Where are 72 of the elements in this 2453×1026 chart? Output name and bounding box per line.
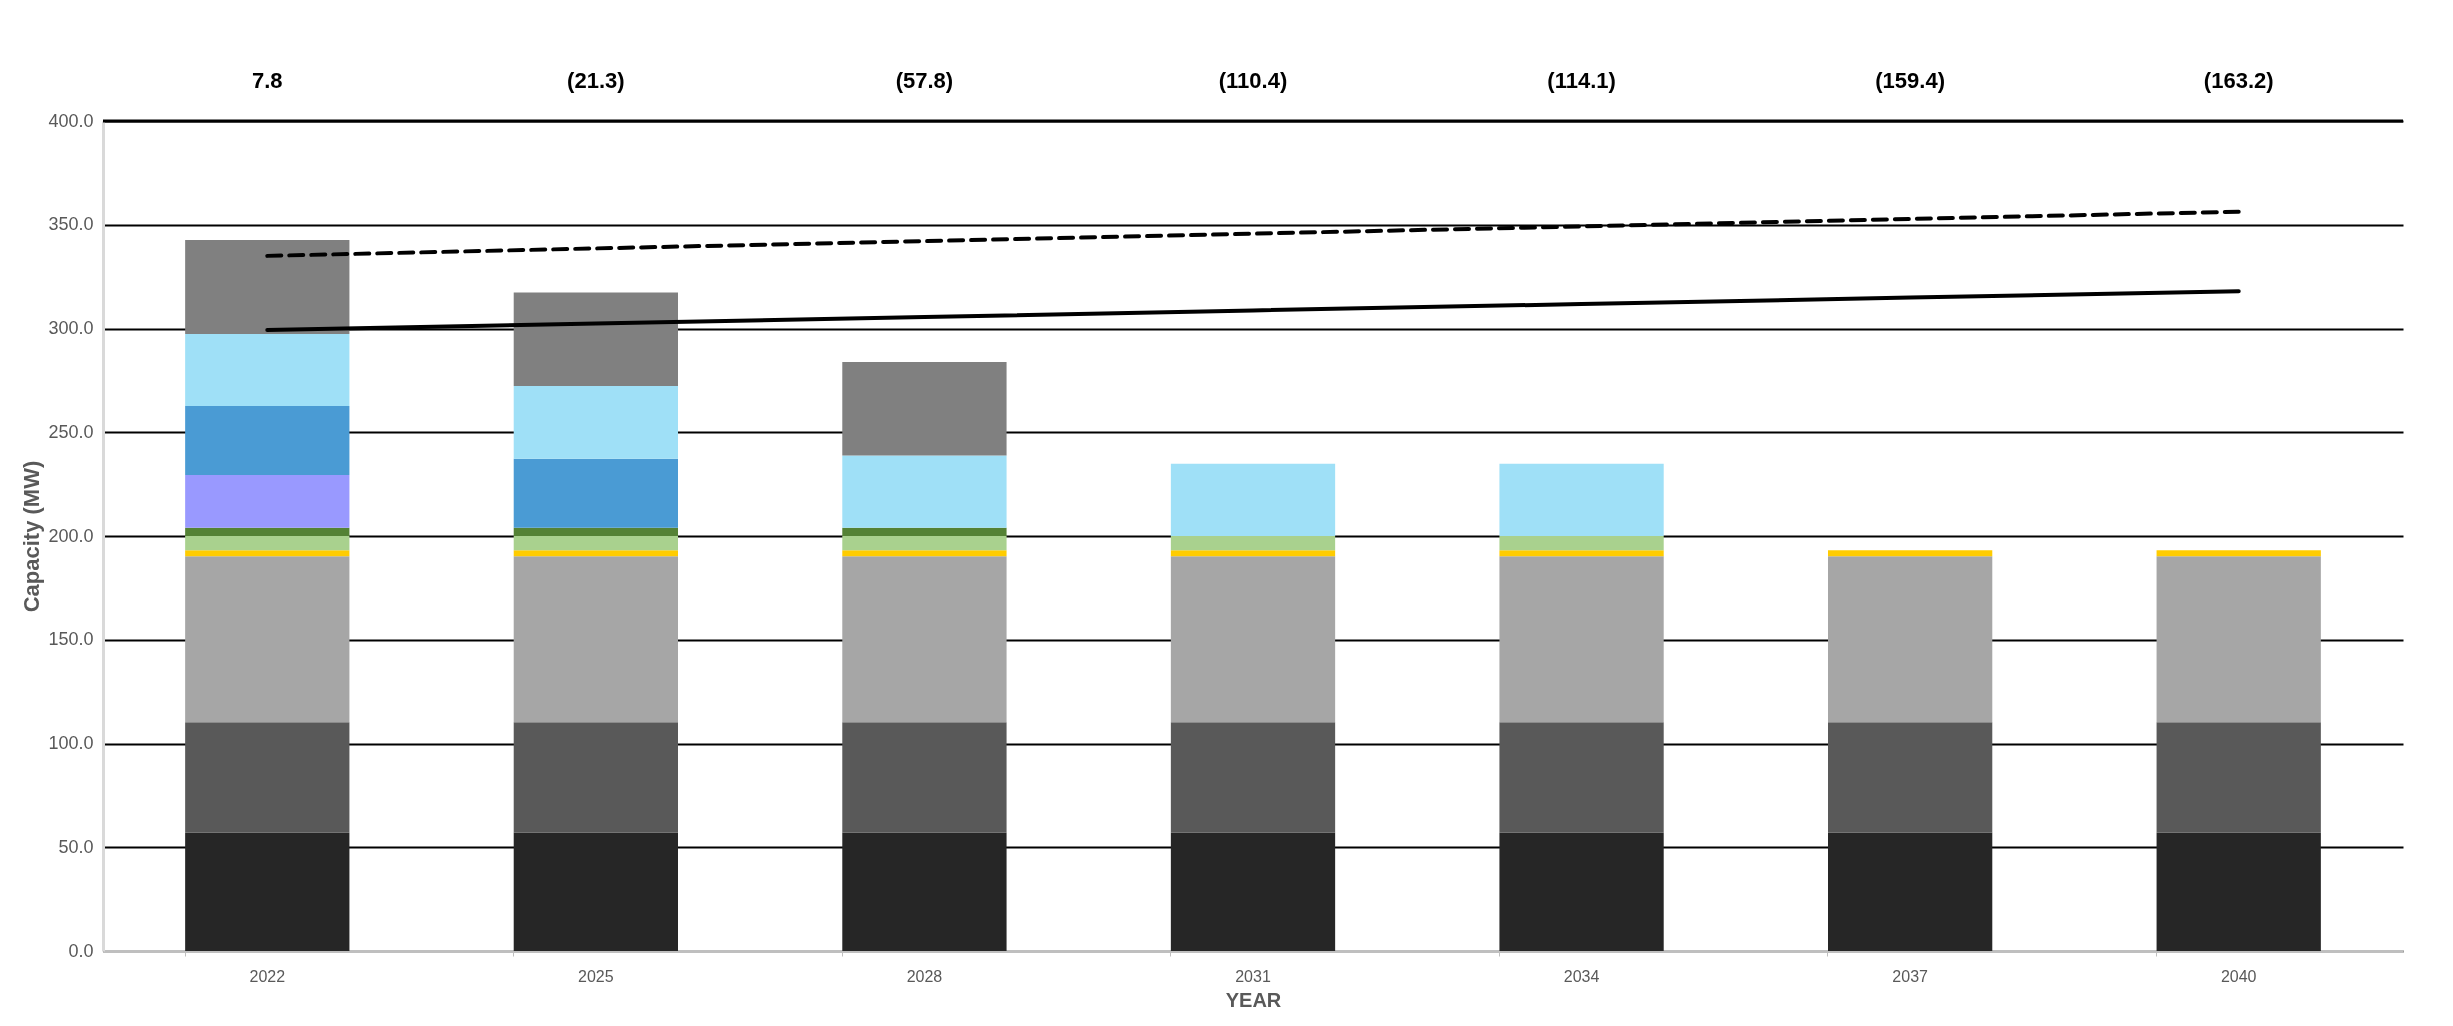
bar <box>1170 536 1336 551</box>
bar <box>185 722 350 833</box>
bar <box>842 556 1007 723</box>
bar <box>2156 722 2321 833</box>
bar <box>185 832 350 951</box>
bar <box>842 527 1007 536</box>
x-axis-title: YEAR <box>1225 988 1282 1011</box>
bar <box>513 832 678 951</box>
y-tick-label: 200.0 <box>48 525 94 546</box>
bar <box>513 292 678 386</box>
bar <box>842 832 1007 951</box>
bar <box>1170 832 1336 951</box>
text: (21.3) <box>567 68 625 93</box>
bar <box>185 333 350 407</box>
bar <box>513 550 678 557</box>
bar <box>1499 556 1664 723</box>
x-tick-label: 2031 <box>1235 967 1271 985</box>
bar <box>185 527 350 536</box>
bar <box>1499 463 1664 536</box>
bar <box>842 455 1007 528</box>
bar <box>513 527 678 536</box>
bar <box>513 536 678 551</box>
bar <box>2156 556 2321 723</box>
text: (57.8) <box>895 68 954 93</box>
bar <box>185 474 350 528</box>
bar <box>1170 722 1336 833</box>
bar <box>185 556 350 723</box>
bar <box>842 722 1007 833</box>
y-axis-title: Capacity (MW) <box>19 460 45 613</box>
bar <box>1828 832 1993 951</box>
bar <box>185 239 350 334</box>
bar <box>1499 832 1664 951</box>
y-tick-label: 250.0 <box>48 421 94 442</box>
text: (159.4) <box>1875 68 1945 93</box>
text: (110.4) <box>1218 68 1288 93</box>
text: (163.2) <box>2203 68 2274 93</box>
x-tick-label: 2028 <box>906 967 943 985</box>
bar <box>1170 550 1336 557</box>
bar <box>1828 722 1993 833</box>
y-tick-label: 0.0 <box>68 940 94 961</box>
x-tick-label: 2022 <box>249 967 286 985</box>
y-tick-label: 350.0 <box>48 214 94 235</box>
bar <box>2156 832 2321 951</box>
bar <box>842 362 1007 456</box>
y-tick-label: 50.0 <box>58 836 94 857</box>
text: 7.8 <box>251 68 283 93</box>
bar <box>185 406 350 475</box>
y-tick-label: 300.0 <box>48 318 94 338</box>
bar <box>1499 536 1664 551</box>
bar <box>513 458 678 528</box>
bar <box>1499 722 1664 833</box>
bar <box>513 556 678 723</box>
bar <box>842 550 1007 557</box>
bar <box>1499 550 1664 557</box>
bar <box>1828 556 1993 723</box>
text: (114.1) <box>1547 68 1616 93</box>
bar <box>1170 463 1336 536</box>
x-tick-label: 2034 <box>1563 967 1600 985</box>
bar <box>1828 550 1993 557</box>
y-tick-label: 150.0 <box>48 629 94 650</box>
bar <box>842 536 1007 551</box>
y-tick-label: 100.0 <box>48 733 94 753</box>
bar <box>185 550 350 557</box>
bar <box>513 385 678 459</box>
bar <box>185 536 350 551</box>
bar <box>2156 550 2321 557</box>
y-tick-label: 400.0 <box>48 110 94 131</box>
bar <box>513 722 678 833</box>
bar <box>1170 556 1336 723</box>
x-tick-label: 2025 <box>578 967 614 985</box>
x-tick-label: 2037 <box>1892 967 1929 985</box>
x-tick-label: 2040 <box>2220 967 2257 985</box>
